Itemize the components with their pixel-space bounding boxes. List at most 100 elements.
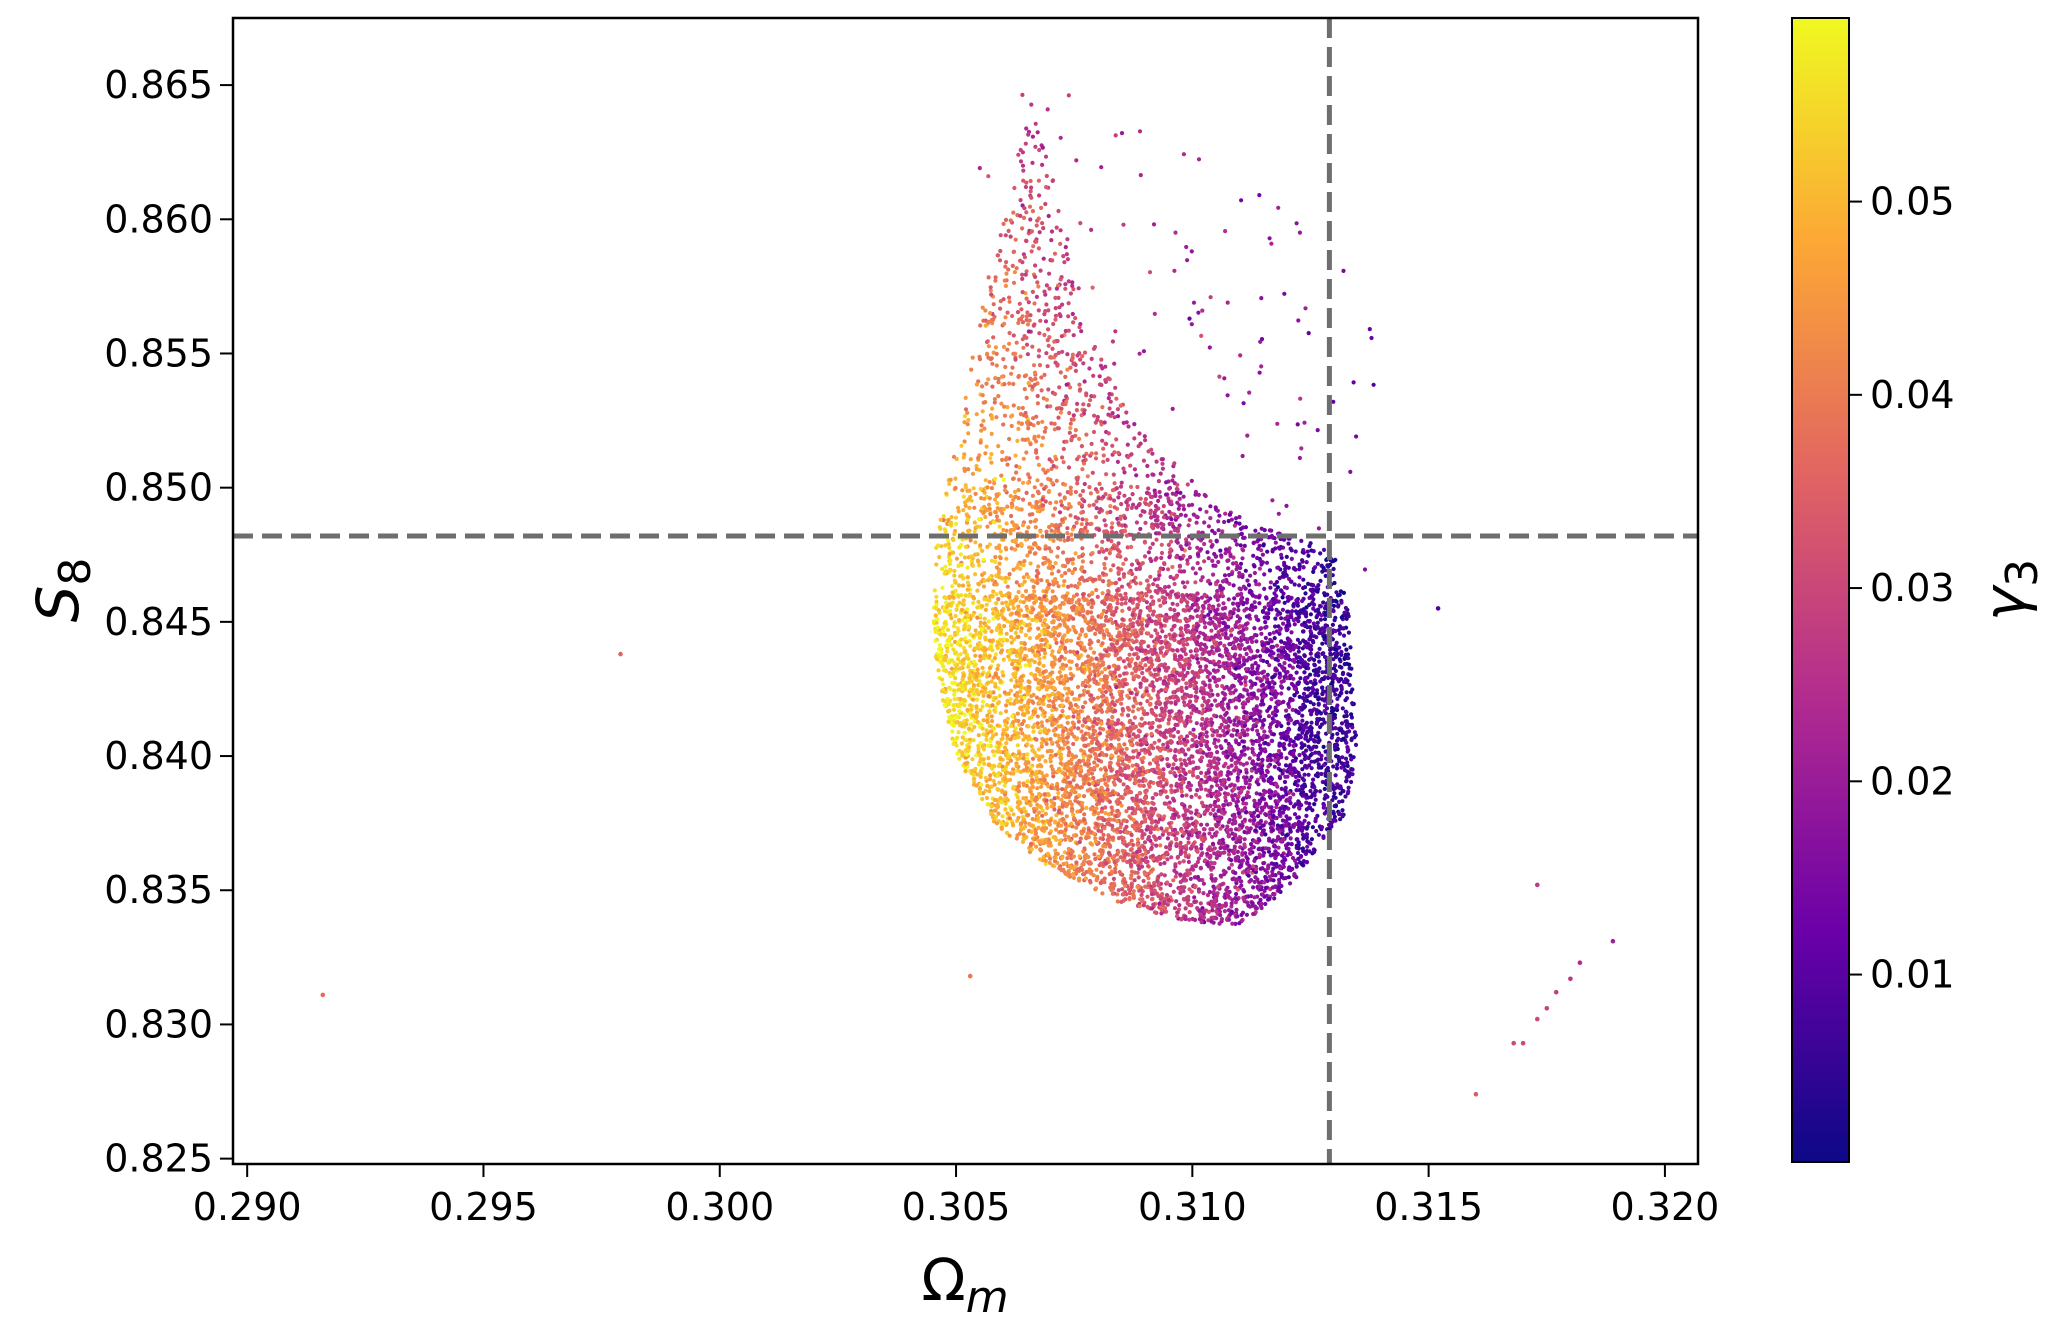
data-point bbox=[1116, 552, 1121, 557]
data-point bbox=[1178, 872, 1183, 877]
data-point bbox=[1014, 340, 1019, 345]
data-point bbox=[1302, 772, 1307, 777]
data-point bbox=[1130, 763, 1135, 768]
data-point bbox=[1003, 807, 1008, 812]
data-point bbox=[1068, 291, 1073, 296]
data-point bbox=[1032, 659, 1037, 665]
data-point bbox=[1330, 622, 1335, 627]
data-point bbox=[1094, 506, 1099, 511]
data-point bbox=[1259, 562, 1264, 567]
data-point bbox=[1186, 859, 1191, 865]
data-point bbox=[980, 305, 985, 310]
data-point bbox=[1132, 607, 1137, 612]
data-point bbox=[1049, 571, 1055, 576]
data-point bbox=[1000, 768, 1006, 773]
data-point bbox=[1221, 601, 1226, 606]
data-point bbox=[1003, 283, 1009, 288]
data-point bbox=[1153, 518, 1159, 523]
data-point bbox=[1024, 395, 1029, 400]
data-point bbox=[1161, 742, 1166, 747]
data-point bbox=[1094, 499, 1099, 504]
data-point bbox=[986, 625, 991, 630]
data-point bbox=[1218, 548, 1223, 553]
data-point bbox=[953, 676, 958, 681]
data-point bbox=[952, 568, 957, 574]
data-point bbox=[1044, 173, 1049, 179]
data-point bbox=[1143, 520, 1148, 526]
data-point bbox=[1243, 806, 1248, 811]
data-point bbox=[1212, 551, 1217, 557]
data-point bbox=[1172, 608, 1177, 613]
data-point bbox=[962, 730, 967, 735]
data-point bbox=[1119, 622, 1124, 627]
data-point bbox=[1064, 252, 1069, 257]
data-point bbox=[1308, 728, 1314, 733]
data-point bbox=[1180, 793, 1185, 798]
data-point bbox=[1216, 528, 1221, 533]
data-point bbox=[1062, 260, 1067, 265]
data-point bbox=[1173, 864, 1178, 869]
data-point bbox=[1125, 442, 1130, 447]
data-point bbox=[1187, 804, 1193, 809]
data-point bbox=[1052, 859, 1058, 864]
data-point bbox=[1202, 520, 1207, 525]
data-point bbox=[1245, 856, 1250, 862]
data-point bbox=[1298, 676, 1303, 681]
data-point bbox=[1036, 308, 1041, 313]
data-point bbox=[977, 786, 982, 791]
data-point bbox=[1100, 591, 1105, 596]
data-point bbox=[1100, 690, 1105, 695]
data-point bbox=[1181, 507, 1187, 512]
data-point bbox=[1085, 521, 1090, 527]
data-point bbox=[1208, 827, 1213, 832]
data-point bbox=[1233, 870, 1238, 876]
data-point bbox=[1096, 496, 1101, 501]
data-point bbox=[1116, 755, 1121, 760]
data-point bbox=[1025, 480, 1031, 485]
data-point bbox=[1254, 614, 1259, 619]
data-point bbox=[1083, 876, 1088, 881]
data-point bbox=[1257, 601, 1262, 606]
data-point bbox=[1079, 444, 1084, 449]
data-point bbox=[1150, 472, 1155, 477]
data-point bbox=[1110, 443, 1115, 448]
data-point bbox=[1103, 771, 1108, 777]
data-point bbox=[1058, 761, 1063, 766]
data-point bbox=[1221, 764, 1226, 769]
data-point bbox=[1036, 434, 1041, 439]
data-point bbox=[1344, 710, 1349, 715]
data-point bbox=[999, 737, 1004, 742]
data-point bbox=[1091, 724, 1096, 729]
data-point bbox=[1322, 617, 1328, 622]
data-point bbox=[1240, 635, 1245, 640]
data-point bbox=[1002, 404, 1007, 409]
data-point bbox=[1029, 658, 1034, 663]
data-point bbox=[1220, 606, 1226, 611]
data-point bbox=[1052, 251, 1058, 256]
data-point bbox=[1321, 744, 1326, 750]
data-point bbox=[1195, 591, 1200, 596]
data-point bbox=[1053, 752, 1058, 758]
data-point bbox=[1237, 698, 1242, 703]
data-point bbox=[1063, 282, 1068, 287]
data-point bbox=[994, 415, 999, 420]
data-point bbox=[1007, 755, 1012, 760]
data-point bbox=[974, 714, 980, 719]
data-point bbox=[1019, 674, 1024, 680]
data-point bbox=[952, 651, 958, 656]
data-point bbox=[1053, 317, 1058, 322]
data-point bbox=[1263, 620, 1268, 625]
data-point bbox=[1024, 296, 1029, 301]
data-point bbox=[1295, 783, 1300, 788]
data-point bbox=[1348, 753, 1353, 758]
data-point bbox=[1194, 739, 1199, 745]
data-point bbox=[1236, 608, 1241, 613]
data-point bbox=[1005, 504, 1010, 509]
data-point bbox=[1143, 438, 1148, 443]
data-point bbox=[1158, 603, 1163, 608]
data-point bbox=[994, 351, 999, 356]
data-point bbox=[1091, 346, 1097, 351]
data-point bbox=[1133, 687, 1138, 692]
data-point bbox=[983, 788, 988, 793]
